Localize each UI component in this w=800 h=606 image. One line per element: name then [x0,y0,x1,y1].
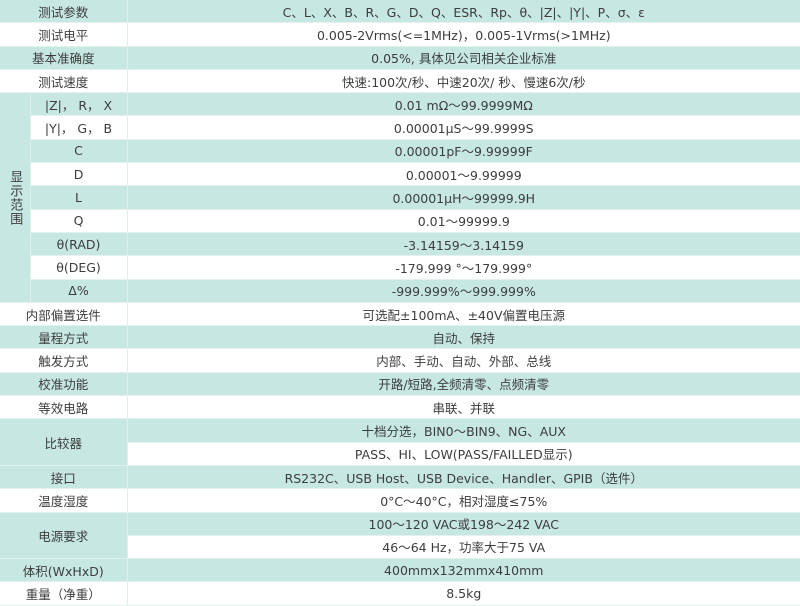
display-range-param: Q [30,209,128,233]
spec-value: C、L、X、B、R、G、D、Q、ESR、Rp、θ、|Z|、|Y|、P、σ、ε [127,0,800,24]
spec-value: 串联、并联 [127,395,800,420]
display-range-value: -3.14159～3.14159 [127,232,800,257]
table-row: 基本准确度 0.05%, 具体见公司相关企业标准 [0,46,800,70]
spec-label: 测试参数 [0,0,128,24]
table-row: θ(RAD) -3.14159～3.14159 [0,232,800,257]
table-row: 等效电路 串联、并联 [0,395,800,420]
table-row: 内部偏置选件 可选配±100mA、±40V偏置电压源 [0,302,800,327]
display-range-param: C [30,139,128,164]
spec-label: 电源要求 [0,512,128,560]
display-range-param: θ(RAD) [30,232,128,257]
display-range-value: 0.00001μS～99.9999S [127,115,800,140]
table-row: 校准功能 开路/短路,全频清零、点频清零 [0,372,800,397]
spec-value: 400mmx132mmx410mm [127,558,800,583]
table-row: 量程方式 自动、保持 [0,325,800,350]
table-row: L 0.00001μH～99999.9H [0,185,800,210]
display-range-value: 0.00001～9.99999 [127,162,800,187]
display-range-value: 0.00001pF～9.99999F [127,139,800,164]
spec-label: 校准功能 [0,372,128,397]
spec-value: 0.05%, 具体见公司相关企业标准 [127,46,800,70]
spec-label: 测试电平 [0,22,128,47]
table-row: C 0.00001pF～9.99999F [0,139,800,164]
spec-value: RS232C、USB Host、USB Device、Handler、GPIB（… [127,465,800,490]
table-row: Q 0.01～99999.9 [0,209,800,233]
display-range-param: θ(DEG) [30,255,128,280]
spec-value: 快速:100次/秒、中速20次/ 秒、慢速6次/秒 [127,69,800,94]
table-row: D 0.00001～9.99999 [0,162,800,187]
spec-value: 100～120 VAC或198～242 VAC [127,512,800,536]
spec-label: 接口 [0,465,128,490]
table-row: 测试速度 快速:100次/秒、中速20次/ 秒、慢速6次/秒 [0,69,800,94]
spec-value: 十档分选，BIN0～BIN9、NG、AUX [127,418,800,443]
spec-value: 8.5kg [127,581,800,606]
display-range-param: D [30,162,128,187]
table-row: 体积(WxHxD) 400mmx132mmx410mm [0,558,800,583]
display-range-value: -179.999 °～179.999° [127,255,800,280]
table-row: 测试参数 C、L、X、B、R、G、D、Q、ESR、Rp、θ、|Z|、|Y|、P、σ… [0,0,800,24]
display-range-value: -999.999%～999.999% [127,279,800,303]
spec-label: 量程方式 [0,325,128,350]
spec-label: 重量（净重） [0,581,128,606]
spec-label: 测试速度 [0,69,128,94]
table-row: PASS、HI、LOW(PASS/FAILLED显示) [0,442,800,466]
spec-label: 触发方式 [0,348,128,373]
spec-value: 可选配±100mA、±40V偏置电压源 [127,302,800,327]
spec-label: 基本准确度 [0,46,128,70]
display-range-value: 0.01～99999.9 [127,209,800,233]
spec-label: 比较器 [0,418,128,466]
display-range-param: |Z|， R， X [30,92,128,117]
table-row: θ(DEG) -179.999 °～179.999° [0,255,800,280]
spec-label: 体积(WxHxD) [0,558,128,583]
spec-label: 内部偏置选件 [0,302,128,327]
table-row: 接口 RS232C、USB Host、USB Device、Handler、GPI… [0,465,800,490]
spec-label: 温度湿度 [0,488,128,513]
spec-value: 0°C～40°C，相对湿度≤75% [127,488,800,513]
spec-value: 内部、手动、自动、外部、总线 [127,348,800,373]
table-row: 电源要求 100～120 VAC或198～242 VAC [0,512,800,560]
spec-value: 0.005-2Vrms(<=1MHz)，0.005-1Vrms(>1MHz) [127,22,800,47]
table-row: Δ% -999.999%～999.999% [0,279,800,303]
table-row: 温度湿度 0°C～40°C，相对湿度≤75% [0,488,800,513]
display-range-label: 显示范围 [0,92,31,303]
spec-value: 46～64 Hz，功率大于75 VA [127,535,800,560]
display-range-param: L [30,185,128,210]
table-row: 触发方式 内部、手动、自动、外部、总线 [0,348,800,373]
table-row: 测试电平 0.005-2Vrms(<=1MHz)，0.005-1Vrms(>1MH… [0,22,800,47]
display-range-param: Δ% [30,279,128,303]
table-row: 显示范围 |Z|， R， X 0.01 mΩ～99.9999MΩ [0,92,800,303]
spec-value: 自动、保持 [127,325,800,350]
spec-label: 等效电路 [0,395,128,420]
display-range-param: |Y|， G， B [30,115,128,140]
table-row: 比较器 十档分选，BIN0～BIN9、NG、AUX [0,418,800,466]
table-row: 46～64 Hz，功率大于75 VA [0,535,800,560]
spec-value: 开路/短路,全频清零、点频清零 [127,372,800,397]
display-range-value: 0.00001μH～99999.9H [127,185,800,210]
display-range-value: 0.01 mΩ～99.9999MΩ [127,92,800,117]
table-row: |Y|， G， B 0.00001μS～99.9999S [0,115,800,140]
table-row: 重量（净重） 8.5kg [0,581,800,606]
spec-value: PASS、HI、LOW(PASS/FAILLED显示) [127,442,800,466]
